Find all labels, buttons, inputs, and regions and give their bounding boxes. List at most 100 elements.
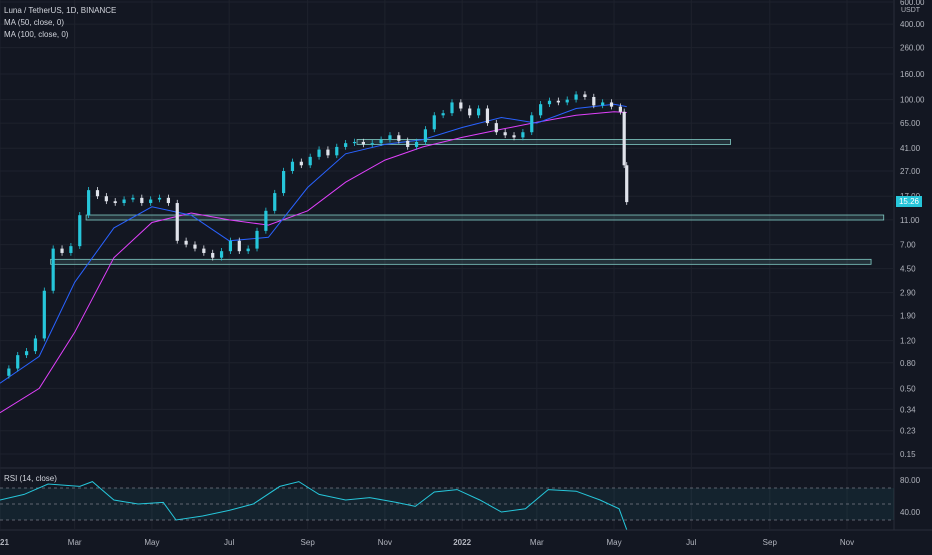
candle-body xyxy=(122,199,126,204)
candle-body xyxy=(78,215,82,247)
price-tick-label: 160.00 xyxy=(900,70,925,79)
candle-body xyxy=(450,102,454,114)
time-tick-label: 2021 xyxy=(0,538,9,547)
candle-body xyxy=(69,246,73,253)
candle-body xyxy=(468,108,472,116)
price-tick-label: 0.23 xyxy=(900,427,916,436)
price-tick-label: 1.20 xyxy=(900,337,916,346)
time-tick-label: Jul xyxy=(686,538,696,547)
candle-body xyxy=(344,143,348,147)
candle-body xyxy=(335,146,339,156)
price-tick-label: 4.50 xyxy=(900,265,916,274)
symbol-title[interactable]: Luna / TetherUS, 1D, BINANCE xyxy=(4,6,117,15)
candle-body xyxy=(60,248,64,253)
candle-body xyxy=(113,201,117,204)
candle-body xyxy=(521,132,525,138)
candle-body xyxy=(282,170,286,194)
candle-body xyxy=(326,149,330,156)
time-tick-label: Nov xyxy=(840,538,854,547)
candle-body xyxy=(166,197,170,204)
support-zone xyxy=(356,139,731,145)
ma50-legend[interactable]: MA (50, close, 0) xyxy=(4,18,65,27)
candle-body xyxy=(299,161,303,166)
price-tick-label: 260.00 xyxy=(900,44,925,53)
candle-body xyxy=(95,190,100,197)
grid xyxy=(0,0,932,531)
candle-body xyxy=(397,135,401,141)
candle-body xyxy=(618,106,622,112)
price-tick-label: 2.90 xyxy=(900,289,916,298)
candle-body xyxy=(503,132,507,136)
candle-body xyxy=(246,248,250,252)
price-tick-label: 600.00 xyxy=(900,0,925,7)
candle-body xyxy=(131,197,135,200)
candle-body xyxy=(592,96,596,106)
price-tick-label: 7.00 xyxy=(900,241,916,250)
ma50-line xyxy=(0,103,627,384)
candle-body xyxy=(388,135,392,140)
rsi-line xyxy=(0,481,628,530)
candle-body xyxy=(379,139,383,144)
candle-body xyxy=(370,143,374,145)
candle-body xyxy=(149,199,153,204)
time-tick-label: Jul xyxy=(224,538,234,547)
candle-body xyxy=(361,141,365,145)
price-tick-label: 0.34 xyxy=(900,405,916,414)
candle-body xyxy=(308,156,312,166)
candle-body xyxy=(202,248,206,253)
candle-body xyxy=(290,161,295,171)
ma100-legend[interactable]: MA (100, close, 0) xyxy=(4,30,69,39)
candle-body xyxy=(211,252,215,258)
candle-body xyxy=(556,100,560,103)
time-tick-label: May xyxy=(144,538,159,547)
last-price-tag: 15.26 xyxy=(896,196,922,207)
candle-body xyxy=(547,100,552,105)
candle-body xyxy=(609,102,614,107)
candle-body xyxy=(87,190,91,216)
price-tick-label: 400.00 xyxy=(900,20,925,29)
candle-body xyxy=(622,111,626,166)
currency-label: USDT xyxy=(901,7,921,14)
rsi-legend[interactable]: RSI (14, close) xyxy=(4,474,57,483)
price-tick-label: 1.90 xyxy=(900,312,916,321)
ma50-group xyxy=(0,103,627,384)
candle-body xyxy=(565,99,569,103)
time-tick-label: Mar xyxy=(68,538,82,547)
price-tick-label: 11.00 xyxy=(900,216,920,225)
price-tick-label: 0.50 xyxy=(900,384,916,393)
price-tick-label: 65.00 xyxy=(900,119,921,128)
candle-body xyxy=(459,102,463,109)
candle-body xyxy=(255,230,259,249)
candle-body xyxy=(530,115,534,133)
candle-body xyxy=(432,115,436,130)
price-tick-label: 0.15 xyxy=(900,450,916,459)
candle-body xyxy=(193,244,197,249)
price-series-group xyxy=(7,91,629,379)
time-tick-label: Nov xyxy=(378,538,392,547)
candle-body xyxy=(16,355,20,369)
candle-body xyxy=(140,197,144,204)
candle-body xyxy=(485,108,490,124)
candle-body xyxy=(264,210,268,231)
support-zone xyxy=(85,214,885,221)
candle-body xyxy=(7,368,11,376)
candle-body xyxy=(574,94,578,100)
candle-body xyxy=(423,129,428,142)
candle-body xyxy=(273,193,277,211)
candle-body xyxy=(406,140,410,147)
rsi-tick-label: 40.00 xyxy=(900,508,921,517)
candle-body xyxy=(441,113,445,116)
candle-body xyxy=(51,248,55,291)
price-tick-label: 100.00 xyxy=(900,96,925,105)
candle-body xyxy=(24,351,29,356)
time-tick-label: May xyxy=(606,538,621,547)
candle-body xyxy=(33,338,38,352)
candle-body xyxy=(601,102,605,106)
candle-body xyxy=(175,203,179,241)
candle-body xyxy=(512,135,516,138)
candle-body xyxy=(184,240,188,245)
candle-body xyxy=(414,141,419,147)
candle-body xyxy=(539,104,543,116)
